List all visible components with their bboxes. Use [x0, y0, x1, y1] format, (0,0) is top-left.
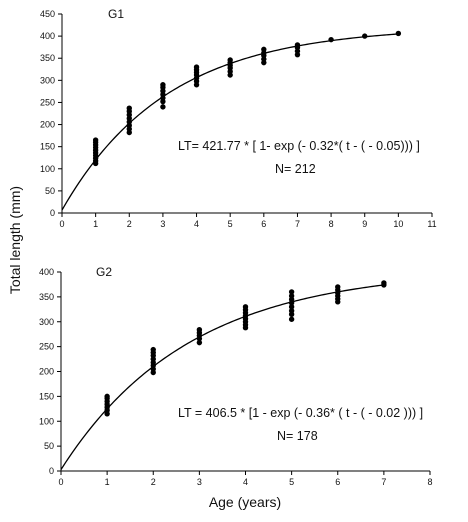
x-tick-label: 2: [127, 219, 132, 229]
growth-equation: LT= 421.77 * [ 1- exp (- 0.32*( t - ( - …: [178, 139, 420, 153]
data-point: [381, 280, 387, 286]
data-point: [288, 316, 295, 322]
data-point: [160, 104, 166, 110]
y-tick-label: 150: [39, 391, 54, 401]
y-axis-title: Total length (mm): [7, 186, 23, 294]
data-point: [261, 46, 267, 53]
data-point: [328, 36, 334, 43]
x-tick-label: 2: [151, 477, 156, 487]
x-axis-title: Age (years): [209, 494, 281, 510]
x-tick-label: 8: [329, 219, 334, 229]
data-point: [335, 284, 341, 290]
data-point: [193, 64, 200, 70]
sample-size: N= 212: [275, 162, 316, 176]
y-tick-label: 400: [39, 267, 54, 277]
data-point: [160, 82, 166, 88]
x-tick-label: 11: [427, 219, 436, 229]
data-point: [288, 289, 295, 295]
x-tick-label: 5: [289, 477, 294, 487]
y-tick-label: 100: [39, 416, 54, 426]
x-tick-label: 1: [105, 477, 110, 487]
y-tick-label: 150: [40, 142, 55, 152]
data-point: [288, 304, 295, 310]
y-tick-label: 250: [39, 342, 54, 352]
data-point: [294, 42, 301, 48]
y-tick-label: 50: [44, 441, 54, 451]
x-tick-label: 5: [228, 219, 233, 229]
data-point: [227, 57, 233, 63]
panel-label: G1: [108, 7, 124, 21]
y-tick-label: 200: [39, 367, 54, 377]
data-point: [196, 339, 203, 346]
y-tick-label: 450: [40, 9, 55, 19]
data-point: [395, 30, 402, 37]
x-tick-label: 7: [295, 219, 300, 229]
data-point: [242, 304, 249, 310]
data-point: [126, 105, 132, 111]
data-point: [150, 346, 156, 353]
data-point: [92, 137, 99, 143]
y-tick-label: 0: [49, 466, 54, 476]
data-point: [288, 308, 295, 314]
y-tick-label: 0: [50, 208, 55, 218]
x-tick-label: 0: [58, 477, 63, 487]
x-tick-label: 6: [261, 219, 266, 229]
x-tick-label: 3: [160, 219, 165, 229]
y-tick-label: 350: [40, 53, 55, 63]
y-tick-label: 250: [40, 97, 55, 107]
y-tick-label: 400: [40, 31, 55, 41]
y-tick-label: 100: [40, 164, 55, 174]
fitted-growth-curve: [60, 284, 384, 470]
panel-label: G2: [96, 265, 112, 279]
x-tick-label: 9: [362, 219, 367, 229]
panel-g2: 0 1 2 3 4 5 6 7 8 0 50 100 150 200 250 300 350 400 G2 LT …: [39, 265, 433, 487]
x-tick-label: 8: [427, 477, 432, 487]
data-point: [288, 293, 295, 299]
x-tick-label: 7: [381, 477, 386, 487]
x-tick-label: 1: [93, 219, 98, 229]
x-tick-label: 4: [194, 219, 199, 229]
x-tick-label: 0: [59, 219, 64, 229]
data-point: [362, 33, 368, 39]
x-tick-label: 4: [243, 477, 248, 487]
panel-g1: 0 1 2 3 4 5 6 7 8 9 10 11 0 50 100 150 200 250 300 350 400 45…: [40, 7, 437, 229]
y-tick-label: 50: [45, 186, 55, 196]
sample-size: N= 178: [277, 429, 318, 443]
x-tick-label: 6: [335, 477, 340, 487]
y-tick-label: 350: [39, 292, 54, 302]
y-tick-label: 300: [39, 317, 54, 327]
y-tick-label: 300: [40, 75, 55, 85]
x-tick-label: 10: [393, 219, 403, 229]
data-point: [104, 393, 110, 400]
data-point: [196, 327, 203, 333]
y-tick-label: 200: [40, 120, 55, 130]
x-tick-label: 3: [197, 477, 202, 487]
growth-equation: LT = 406.5 * [1 - exp (- 0.36* ( t - ( -…: [178, 406, 423, 420]
